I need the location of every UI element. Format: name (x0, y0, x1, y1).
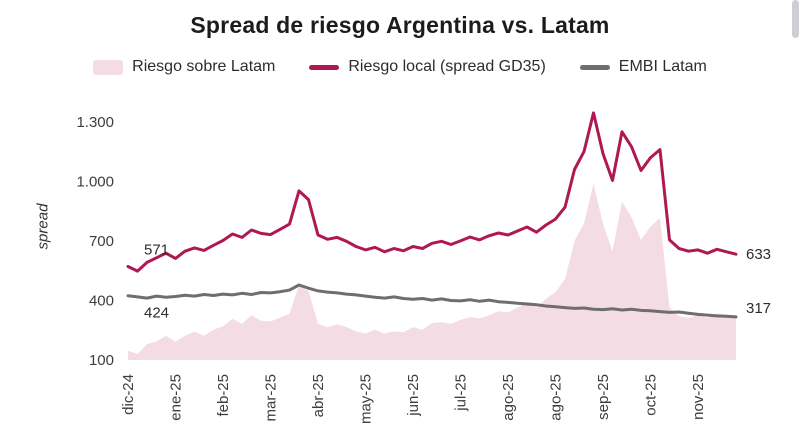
y-tick-label: 400 (89, 292, 114, 309)
x-tick-label: jul-25 (453, 374, 470, 412)
x-tick-label: sep-25 (595, 374, 612, 420)
x-tick-label: may-25 (358, 374, 375, 424)
annotation-embi-end: 317 (746, 300, 771, 317)
x-tick-label: mar-25 (263, 374, 280, 422)
y-tick-label: 1.300 (76, 114, 114, 131)
y-tick-label: 1.000 (76, 173, 114, 190)
legend-item-embi-latam[interactable]: EMBI Latam (579, 58, 707, 76)
line-riesgo-local (126, 111, 738, 273)
legend-item-riesgo-sobre-latam[interactable]: Riesgo sobre Latam (93, 58, 275, 76)
legend: Riesgo sobre Latam Riesgo local (spread … (0, 58, 800, 76)
scrollbar-thumb[interactable] (792, 0, 799, 38)
annotation-local-start: 571 (144, 242, 169, 259)
line-embi-latam (126, 283, 738, 319)
x-tick-label: ago-25 (548, 374, 565, 421)
x-tick-label: feb-25 (215, 374, 232, 417)
chart-title: Spread de riesgo Argentina vs. Latam (190, 12, 610, 38)
spread-chart: 100 400 700 1.000 1.300 dic-24 ene-25 feb-25 mar… (76, 111, 771, 424)
legend-label: EMBI Latam (618, 58, 707, 75)
x-tick-label: oct-25 (643, 374, 660, 416)
annotation-embi-start: 424 (144, 305, 169, 322)
x-tick-label: abr-25 (310, 374, 327, 417)
x-tick-label: dic-24 (120, 374, 137, 415)
x-tick-label: nov-25 (690, 374, 707, 420)
legend-item-riesgo-local[interactable]: Riesgo local (spread GD35) (309, 58, 546, 76)
area-swatch-icon (93, 59, 124, 75)
line-swatch-icon (309, 64, 340, 70)
x-tick-label: jun-25 (405, 374, 422, 417)
y-tick-label: 700 (89, 233, 114, 250)
legend-label: Riesgo local (spread GD35) (348, 58, 546, 75)
line-swatch-icon (579, 64, 610, 70)
legend-label: Riesgo sobre Latam (132, 58, 276, 75)
area-riesgo-sobre-latam (128, 183, 736, 360)
y-tick-label: 100 (89, 352, 114, 369)
x-tick-label: ene-25 (168, 374, 185, 421)
annotation-local-end: 633 (746, 246, 771, 263)
x-tick-label: ago-25 (500, 374, 517, 421)
